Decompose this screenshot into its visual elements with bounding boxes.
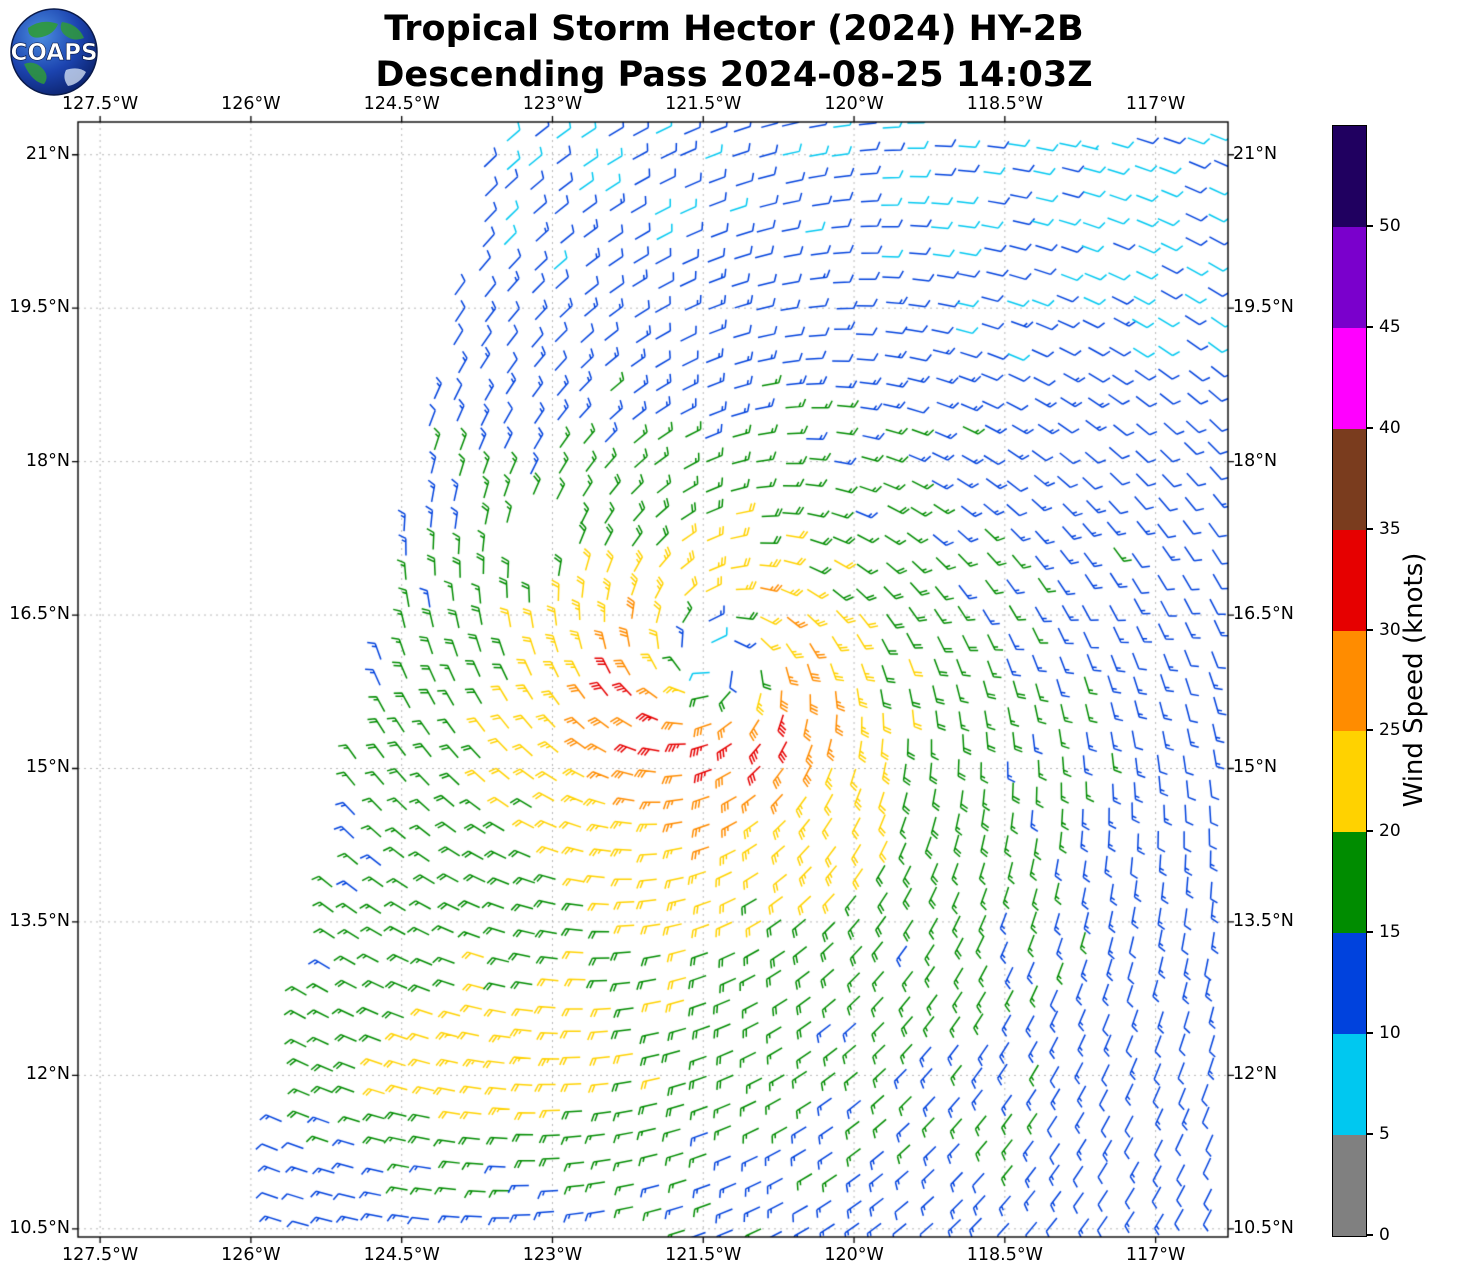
colorbar-tick — [1367, 1133, 1373, 1136]
y-tick-label-right: 13.5°N — [1233, 910, 1294, 931]
x-tick-label-bottom: 123°W — [522, 1245, 583, 1264]
coaps-logo: COAPS — [10, 8, 98, 96]
colorbar-segment — [1333, 226, 1366, 328]
coaps-logo-text: COAPS — [10, 40, 97, 66]
x-tick-label-bottom: 120°W — [824, 1245, 884, 1264]
y-tick-label-left: 18°N — [25, 450, 70, 471]
colorbar-tick-label: 0 — [1379, 1225, 1390, 1245]
colorbar-tick-label: 25 — [1379, 720, 1401, 741]
plot-canvas — [68, 112, 1238, 1252]
colorbar-tick-label: 10 — [1379, 1023, 1401, 1044]
colorbar-tick — [1367, 830, 1373, 833]
colorbar-tick — [1367, 527, 1373, 530]
x-tick-label-bottom: 126°W — [221, 1245, 281, 1264]
y-tick-label-right: 10.5°N — [1233, 1217, 1294, 1238]
y-tick-label-left: 12°N — [25, 1064, 70, 1085]
colorbar-tick — [1367, 224, 1373, 227]
x-tick-label-bottom: 127.5°W — [62, 1245, 139, 1264]
y-tick-label-left: 16.5°N — [9, 604, 70, 625]
colorbar-tick-label: 5 — [1379, 1124, 1390, 1145]
x-tick-label-bottom: 118.5°W — [966, 1245, 1043, 1264]
colorbar-tick — [1367, 1032, 1373, 1035]
x-tick-label-top: 123°W — [522, 94, 583, 114]
colorbar-label: Wind Speed (knots) — [1399, 552, 1429, 808]
y-tick-label-right: 19.5°N — [1233, 297, 1294, 318]
colorbar-segment — [1333, 428, 1366, 530]
y-tick-label-right: 12°N — [1233, 1064, 1278, 1085]
colorbar-tick — [1367, 628, 1373, 631]
plot-title: Tropical Storm Hector (2024) HY-2B — [384, 9, 1084, 49]
y-tick-label-right: 15°N — [1233, 757, 1278, 778]
x-tick-label-top: 124.5°W — [363, 94, 440, 114]
x-tick-label-top: 117°W — [1125, 94, 1186, 114]
y-tick-label-left: 15°N — [25, 757, 70, 778]
y-tick-label-left: 21°N — [25, 143, 70, 164]
colorbar-segment — [1333, 933, 1366, 1035]
colorbar-tick-label: 40 — [1379, 417, 1401, 438]
colorbar-tick — [1367, 325, 1373, 328]
coaps-logo-globe: COAPS — [10, 8, 98, 96]
colorbar-segment — [1333, 126, 1366, 227]
colorbar-tick — [1367, 1234, 1373, 1236]
x-tick-label-top: 127.5°W — [62, 94, 139, 114]
colorbar-segment — [1333, 1135, 1366, 1236]
colorbar-tick-label: 50 — [1379, 215, 1401, 236]
title-block: Tropical Storm Hector (2024) HY-2B Desce… — [0, 6, 1468, 98]
colorbar-segment — [1333, 1034, 1366, 1136]
y-tick-label-left: 10.5°N — [9, 1217, 70, 1238]
colorbar-tick — [1367, 729, 1373, 732]
y-tick-label-right: 16.5°N — [1233, 604, 1294, 625]
x-tick-label-top: 126°W — [221, 94, 281, 114]
colorbar-segment — [1333, 529, 1366, 631]
colorbar-tick-label: 35 — [1379, 518, 1401, 539]
colorbar-tick-label: 15 — [1379, 922, 1401, 943]
colorbar-tick — [1367, 426, 1373, 429]
y-tick-label-left: 13.5°N — [9, 910, 70, 931]
x-tick-label-bottom: 117°W — [1125, 1245, 1186, 1264]
x-tick-label-top: 121.5°W — [665, 94, 742, 114]
colorbar-tick-label: 45 — [1379, 316, 1401, 337]
x-tick-label-top: 120°W — [824, 94, 884, 114]
y-tick-label-right: 21°N — [1233, 143, 1278, 164]
colorbar-segment — [1333, 731, 1366, 833]
colorbar-segment — [1333, 832, 1366, 934]
x-tick-label-bottom: 124.5°W — [363, 1245, 440, 1264]
colorbar-tick-label: 20 — [1379, 821, 1401, 842]
y-tick-label-right: 18°N — [1233, 450, 1278, 471]
colorbar-segment — [1333, 630, 1366, 732]
colorbar — [1332, 125, 1367, 1237]
x-tick-label-top: 118.5°W — [966, 94, 1043, 114]
y-tick-label-left: 19.5°N — [9, 297, 70, 318]
colorbar-tick — [1367, 931, 1373, 934]
colorbar-segment — [1333, 327, 1366, 429]
colorbar-tick-label: 30 — [1379, 619, 1401, 640]
plot-subtitle: Descending Pass 2024-08-25 14:03Z — [375, 55, 1093, 95]
x-tick-label-bottom: 121.5°W — [665, 1245, 742, 1264]
